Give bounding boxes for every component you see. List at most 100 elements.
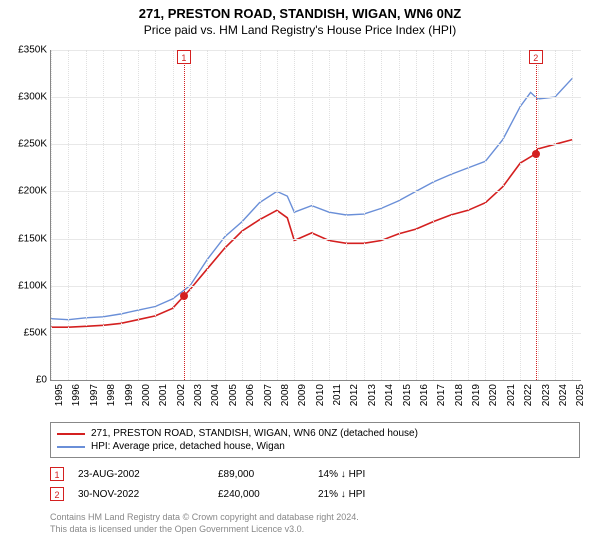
x-axis-label: 2018 [454, 384, 465, 406]
gridline-v [103, 50, 104, 380]
gridline-v [312, 50, 313, 380]
y-axis-label: £200K [18, 186, 47, 197]
x-axis-label: 2005 [228, 384, 239, 406]
gridline-v [572, 50, 573, 380]
legend-row: 271, PRESTON ROAD, STANDISH, WIGAN, WN6 … [57, 427, 573, 440]
x-axis-label: 2009 [297, 384, 308, 406]
x-axis-label: 2022 [523, 384, 534, 406]
x-axis-label: 2012 [349, 384, 360, 406]
sale-marker-line [536, 50, 537, 380]
y-axis-label: £0 [36, 375, 47, 386]
gridline-v [364, 50, 365, 380]
gridline-v [381, 50, 382, 380]
x-axis-label: 2003 [193, 384, 204, 406]
gridline-v [294, 50, 295, 380]
gridline-v [520, 50, 521, 380]
gridline-v [277, 50, 278, 380]
x-axis-label: 2015 [402, 384, 413, 406]
gridline-v [173, 50, 174, 380]
y-axis-label: £50K [24, 327, 47, 338]
x-axis-label: 2011 [332, 384, 343, 406]
gridline-v [86, 50, 87, 380]
gridline-v [207, 50, 208, 380]
footer-line1: Contains HM Land Registry data © Crown c… [50, 512, 580, 524]
x-axis-label: 2006 [245, 384, 256, 406]
legend-box: 271, PRESTON ROAD, STANDISH, WIGAN, WN6 … [50, 422, 580, 458]
gridline-v [51, 50, 52, 380]
x-axis-label: 1996 [71, 384, 82, 406]
x-axis-label: 2013 [367, 384, 378, 406]
x-axis-label: 2000 [141, 384, 152, 406]
y-axis-label: £150K [18, 233, 47, 244]
legend-row: HPI: Average price, detached house, Wiga… [57, 440, 573, 453]
gridline-v [138, 50, 139, 380]
sale-marker-dot [180, 292, 188, 300]
x-axis-label: 2001 [158, 384, 169, 406]
gridline-v [121, 50, 122, 380]
x-axis-label: 2014 [384, 384, 395, 406]
sale-price: £89,000 [218, 469, 318, 480]
y-axis-label: £250K [18, 139, 47, 150]
gridline-v [329, 50, 330, 380]
x-axis-label: 2021 [506, 384, 517, 406]
gridline-v [416, 50, 417, 380]
x-axis-label: 2010 [315, 384, 326, 406]
gridline-h [51, 191, 581, 192]
chart-container: 271, PRESTON ROAD, STANDISH, WIGAN, WN6 … [0, 0, 600, 560]
sale-marker-dot [532, 150, 540, 158]
plot-region: £0£50K£100K£150K£200K£250K£300K£350K1995… [50, 50, 581, 381]
gridline-h [51, 97, 581, 98]
x-axis-label: 2016 [419, 384, 430, 406]
chart-subtitle: Price paid vs. HM Land Registry's House … [0, 21, 600, 37]
legend-label: HPI: Average price, detached house, Wiga… [91, 441, 285, 452]
sale-price: £240,000 [218, 489, 318, 500]
x-axis-label: 2023 [541, 384, 552, 406]
gridline-v [468, 50, 469, 380]
x-axis-label: 2025 [575, 384, 586, 406]
legend-swatch [57, 446, 85, 448]
x-axis-label: 1999 [124, 384, 135, 406]
gridline-v [451, 50, 452, 380]
gridline-v [155, 50, 156, 380]
x-axis-label: 2024 [558, 384, 569, 406]
gridline-h [51, 286, 581, 287]
gridline-v [346, 50, 347, 380]
gridline-h [51, 50, 581, 51]
gridline-v [190, 50, 191, 380]
gridline-v [68, 50, 69, 380]
y-axis-label: £100K [18, 280, 47, 291]
sale-date: 23-AUG-2002 [78, 469, 218, 480]
gridline-h [51, 333, 581, 334]
sale-marker-box: 2 [529, 50, 543, 64]
gridline-v [433, 50, 434, 380]
gridline-v [538, 50, 539, 380]
sale-row-marker: 1 [50, 467, 64, 481]
sale-row-marker: 2 [50, 487, 64, 501]
x-axis-label: 1997 [89, 384, 100, 406]
gridline-v [260, 50, 261, 380]
line-svg [51, 50, 581, 380]
sale-diff: 21% ↓ HPI [318, 489, 468, 500]
legend-label: 271, PRESTON ROAD, STANDISH, WIGAN, WN6 … [91, 428, 418, 439]
chart-title: 271, PRESTON ROAD, STANDISH, WIGAN, WN6 … [0, 0, 600, 21]
y-axis-label: £350K [18, 45, 47, 56]
gridline-h [51, 144, 581, 145]
x-axis-label: 2004 [210, 384, 221, 406]
sale-marker-line [184, 50, 185, 380]
footer-line2: This data is licensed under the Open Gov… [50, 524, 580, 536]
x-axis-label: 2008 [280, 384, 291, 406]
gridline-v [503, 50, 504, 380]
x-axis-label: 1998 [106, 384, 117, 406]
x-axis-label: 1995 [54, 384, 65, 406]
gridline-v [242, 50, 243, 380]
sale-diff: 14% ↓ HPI [318, 469, 468, 480]
chart-area: £0£50K£100K£150K£200K£250K£300K£350K1995… [50, 50, 580, 380]
sale-marker-box: 1 [177, 50, 191, 64]
gridline-v [485, 50, 486, 380]
gridline-h [51, 239, 581, 240]
gridline-v [555, 50, 556, 380]
x-axis-label: 2020 [488, 384, 499, 406]
legend-swatch [57, 433, 85, 435]
sale-row: 230-NOV-2022£240,00021% ↓ HPI [50, 484, 580, 504]
y-axis-label: £300K [18, 92, 47, 103]
